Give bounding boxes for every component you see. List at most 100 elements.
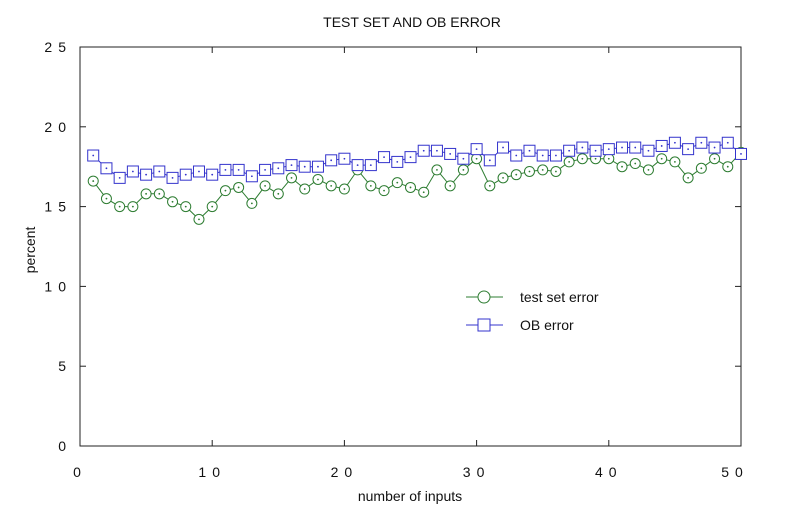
data-point-dot <box>660 157 663 160</box>
plot-frame <box>79 46 742 447</box>
data-point-dot <box>303 188 306 190</box>
data-point-dot <box>462 157 465 160</box>
data-point-dot <box>383 156 385 159</box>
x-tick-label: 10 <box>198 464 226 480</box>
data-point-dot <box>436 149 438 152</box>
y-axis-label: percent <box>22 227 38 274</box>
data-point-dot <box>621 165 623 168</box>
tick-labels: 0 10 20 30 40 50 0 5 10 15 20 25 <box>44 39 749 480</box>
data-point-dot <box>330 159 333 162</box>
y-tick-label: 15 <box>44 199 72 215</box>
x-tick-label: 40 <box>595 464 623 480</box>
data-point-dot <box>581 157 584 160</box>
data-point-dot <box>409 186 412 189</box>
y-tick-label: 20 <box>44 119 72 135</box>
data-point-dot <box>449 184 452 187</box>
data-point-dot <box>105 167 108 170</box>
data-point-dot <box>687 176 690 179</box>
data-point-dot <box>621 146 623 149</box>
data-point-dot <box>515 154 518 157</box>
data-point-dot <box>250 175 253 178</box>
data-point-dot <box>383 189 385 192</box>
data-point-dot <box>131 205 134 208</box>
data-point-dot <box>277 192 280 195</box>
x-tick-label: 20 <box>331 464 359 480</box>
data-point-dot <box>145 192 148 195</box>
data-point-dot <box>713 146 716 149</box>
data-point-dot <box>131 170 134 173</box>
series-test-set-error <box>87 146 747 225</box>
data-point-dot <box>317 165 319 168</box>
data-point-dot <box>264 184 266 187</box>
data-point-dot <box>634 162 637 165</box>
data-point-dot <box>726 141 729 144</box>
data-point-dot <box>515 173 518 176</box>
data-point-dot <box>250 202 253 205</box>
data-point-dot <box>713 157 716 160</box>
data-point-dot <box>647 149 650 152</box>
data-point-dot <box>528 149 531 152</box>
data-point-dot <box>541 168 544 171</box>
x-axis-label: number of inputs <box>358 488 462 504</box>
data-point-dot <box>422 149 425 152</box>
data-point-dot <box>700 141 703 144</box>
legend-marker-test-set <box>477 290 491 304</box>
y-tick-label: 0 <box>58 438 72 454</box>
data-point-dot <box>687 148 690 151</box>
data-point-dot <box>674 161 676 163</box>
data-point-dot <box>660 145 663 147</box>
data-point-dot <box>674 141 676 144</box>
data-point-dot <box>224 189 227 192</box>
data-point-dot <box>343 157 346 160</box>
legend-label-test-set: test set error <box>520 289 599 305</box>
legend-marker-ob <box>477 318 491 332</box>
data-point-dot <box>700 167 703 170</box>
data-point-dot <box>502 176 504 179</box>
data-point-dot <box>158 170 161 173</box>
data-point-dot <box>462 168 465 171</box>
data-point-dot <box>634 146 637 149</box>
data-point-dot <box>726 165 729 168</box>
data-point-dot <box>475 157 478 160</box>
data-point-dot <box>568 149 571 152</box>
data-point-dot <box>607 157 610 160</box>
data-point-dot <box>211 205 214 208</box>
data-point-dot <box>541 154 544 157</box>
data-point-dot <box>581 146 584 149</box>
x-tick-label: 0 <box>73 464 87 480</box>
data-point-dot <box>118 176 121 179</box>
data-point-dot <box>237 168 240 171</box>
data-point-dot <box>409 156 412 159</box>
data-point-dot <box>158 192 161 195</box>
data-point-dot <box>330 184 333 187</box>
data-point-dot <box>264 168 266 171</box>
x-tick-label: 50 <box>721 464 749 480</box>
data-point-dot <box>290 176 293 179</box>
y-tick-label: 5 <box>58 358 72 374</box>
data-point-dot <box>369 184 372 187</box>
y-tick-label: 10 <box>44 278 72 294</box>
data-point-dot <box>211 173 214 176</box>
data-point-dot <box>396 161 399 163</box>
data-point-dot <box>555 170 557 173</box>
legend: test set error OB error <box>466 289 599 333</box>
data-point-dot <box>396 181 399 184</box>
data-point-dot <box>502 146 504 149</box>
data-point-dot <box>317 178 319 181</box>
data-point-dot <box>198 218 200 221</box>
data-point-dot <box>607 148 610 151</box>
axis-ticks <box>79 46 742 447</box>
x-tick-label: 30 <box>463 464 491 480</box>
data-point-dot <box>145 173 148 176</box>
data-point-dot <box>488 184 491 187</box>
data-point-dot <box>475 148 478 151</box>
data-point-dot <box>488 159 491 162</box>
data-point-dot <box>740 153 742 155</box>
data-point-dot <box>422 191 425 194</box>
data-point-dot <box>369 164 372 167</box>
data-point-dot <box>237 186 240 189</box>
data-point-dot <box>184 205 187 208</box>
data-point-dot <box>303 165 306 168</box>
data-point-dot <box>171 176 174 179</box>
